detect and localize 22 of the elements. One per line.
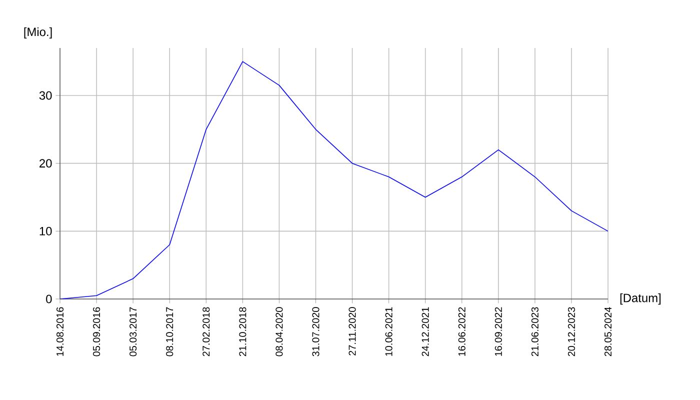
y-tick-label: 20 <box>40 159 52 168</box>
y-tick-label: 10 <box>40 226 52 236</box>
x-tick-label: 28.05.2024 <box>604 307 612 356</box>
x-tick-label: 21.06.2023 <box>531 307 538 356</box>
y-tick-label: 30 <box>39 91 52 100</box>
x-tick-label: 05.03.2017 <box>130 307 137 356</box>
y-tick-label: 0 <box>46 294 52 304</box>
x-tick-label: 21.10.2018 <box>239 307 246 356</box>
y-axis-title: [Mio.] <box>24 27 52 38</box>
x-tick-label: 08.04.2020 <box>276 307 283 356</box>
x-tick-label: 14.08.2016 <box>56 307 64 356</box>
x-tick-label: 27.02.2018 <box>202 307 210 356</box>
x-tick-label: 24.12.2021 <box>422 307 429 356</box>
x-tick-label: 16.09.2022 <box>494 307 502 356</box>
x-axis-title: [Datum] <box>620 293 661 305</box>
x-tick-label: 31.07.2020 <box>312 307 320 356</box>
x-tick-label: 08.10.2017 <box>166 307 174 356</box>
x-tick-label: 16.06.2022 <box>458 307 466 356</box>
x-tick-label: 27.11.2020 <box>348 307 356 356</box>
x-tick-label: 05.09.2016 <box>93 307 100 356</box>
x-tick-label: 20.12.2023 <box>568 307 575 356</box>
x-tick-label: 10.06.2021 <box>385 307 392 356</box>
